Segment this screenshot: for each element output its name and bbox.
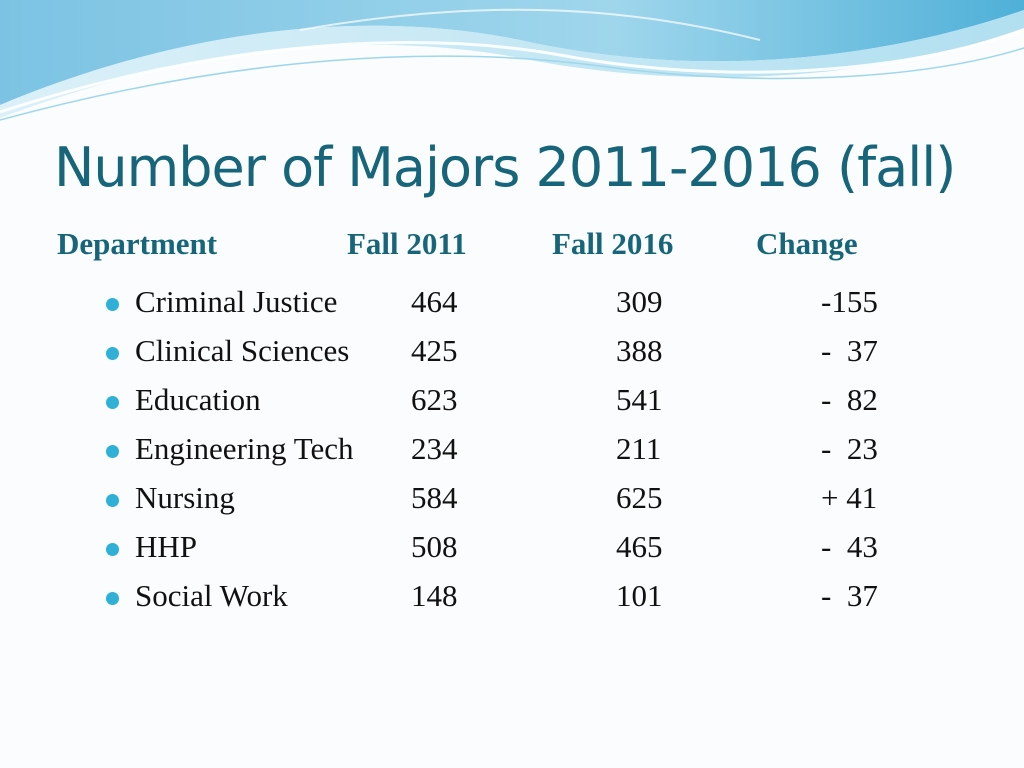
bullet-icon bbox=[106, 592, 119, 605]
table-row: HHP 508 465 - 43 bbox=[0, 529, 1024, 578]
table-row: Clinical Sciences 425 388 - 37 bbox=[0, 333, 1024, 382]
change-value: - 23 bbox=[821, 431, 878, 466]
fall-2011-value: 425 bbox=[411, 333, 458, 368]
department-name: Social Work bbox=[135, 578, 288, 613]
fall-2011-value: 234 bbox=[411, 431, 458, 466]
header-department: Department bbox=[57, 226, 218, 261]
table-row: Criminal Justice 464 309 -155 bbox=[0, 284, 1024, 333]
fall-2016-value: 101 bbox=[616, 578, 663, 613]
fall-2011-value: 623 bbox=[411, 382, 458, 417]
table-row: Nursing 584 625 + 41 bbox=[0, 480, 1024, 529]
table-row: Education 623 541 - 82 bbox=[0, 382, 1024, 431]
fall-2016-value: 309 bbox=[616, 284, 663, 319]
change-value: -155 bbox=[821, 284, 878, 319]
header-fall-2011: Fall 2011 bbox=[347, 226, 467, 261]
department-name: HHP bbox=[135, 529, 198, 564]
slide-title: Number of Majors 2011-2016 (fall) bbox=[54, 136, 956, 199]
bullet-icon bbox=[106, 396, 119, 409]
change-value: - 37 bbox=[821, 333, 878, 368]
fall-2011-value: 508 bbox=[411, 529, 458, 564]
department-name: Engineering Tech bbox=[135, 431, 354, 466]
header-fall-2016: Fall 2016 bbox=[552, 226, 674, 261]
bullet-icon bbox=[106, 347, 119, 360]
fall-2016-value: 625 bbox=[616, 480, 663, 515]
change-value: + 41 bbox=[821, 480, 878, 515]
change-value: - 82 bbox=[821, 382, 878, 417]
bullet-icon bbox=[106, 298, 119, 311]
bullet-icon bbox=[106, 494, 119, 507]
department-name: Education bbox=[135, 382, 261, 417]
fall-2011-value: 584 bbox=[411, 480, 458, 515]
department-name: Clinical Sciences bbox=[135, 333, 350, 368]
table-row: Engineering Tech 234 211 - 23 bbox=[0, 431, 1024, 480]
bullet-icon bbox=[106, 543, 119, 556]
table-row: Social Work 148 101 - 37 bbox=[0, 578, 1024, 627]
fall-2016-value: 211 bbox=[616, 431, 662, 466]
change-value: - 37 bbox=[821, 578, 878, 613]
fall-2016-value: 465 bbox=[616, 529, 663, 564]
header-wave-decoration bbox=[0, 0, 1024, 121]
fall-2016-value: 541 bbox=[616, 382, 663, 417]
change-value: - 43 bbox=[821, 529, 878, 564]
department-name: Nursing bbox=[135, 480, 235, 515]
bullet-icon bbox=[106, 445, 119, 458]
header-change: Change bbox=[756, 226, 858, 261]
department-name: Criminal Justice bbox=[135, 284, 338, 319]
fall-2016-value: 388 bbox=[616, 333, 663, 368]
fall-2011-value: 148 bbox=[411, 578, 458, 613]
fall-2011-value: 464 bbox=[411, 284, 458, 319]
